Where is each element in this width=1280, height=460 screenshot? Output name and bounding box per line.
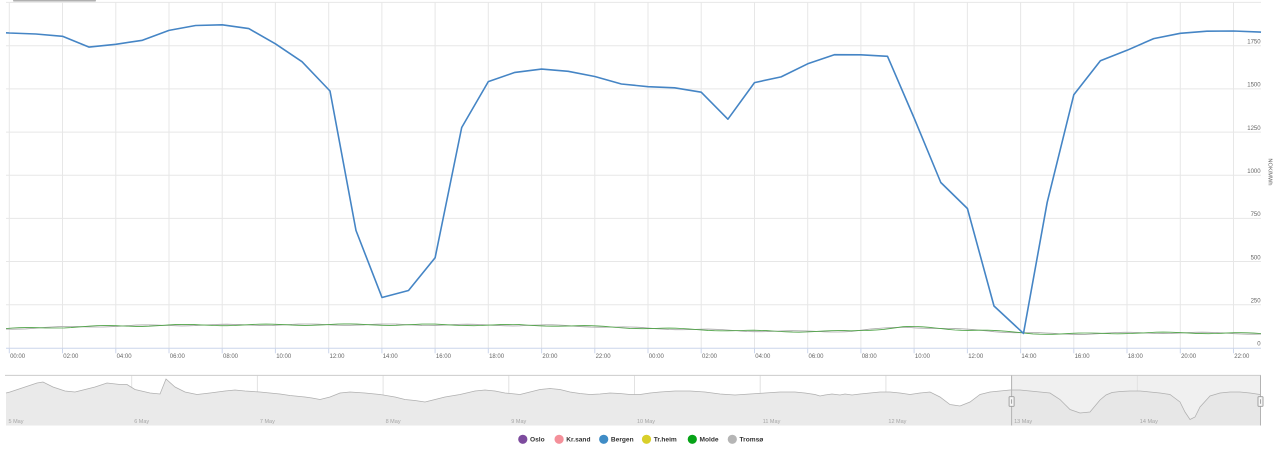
svg-text:12 May: 12 May	[888, 419, 906, 425]
svg-text:10:00: 10:00	[276, 354, 292, 360]
svg-text:18:00: 18:00	[1128, 354, 1144, 360]
svg-text:6 May: 6 May	[134, 419, 149, 425]
svg-text:5 May: 5 May	[9, 419, 24, 425]
svg-text:7 May: 7 May	[260, 419, 275, 425]
svg-text:20:00: 20:00	[542, 354, 558, 360]
svg-text:8 May: 8 May	[386, 419, 401, 425]
svg-text:00:00: 00:00	[10, 354, 26, 360]
svg-text:11 May: 11 May	[763, 419, 781, 425]
svg-text:Tr.heim: Tr.heim	[654, 437, 677, 444]
svg-text:22:00: 22:00	[1234, 354, 1250, 360]
svg-text:04:00: 04:00	[117, 354, 133, 360]
svg-text:06:00: 06:00	[809, 354, 825, 360]
svg-text:1500: 1500	[1247, 83, 1261, 89]
svg-text:13 May: 13 May	[1014, 419, 1032, 425]
svg-text:06:00: 06:00	[170, 354, 186, 360]
svg-text:NOK/MWh: NOK/MWh	[1267, 158, 1273, 185]
svg-text:16:00: 16:00	[1075, 354, 1091, 360]
svg-text:04:00: 04:00	[755, 354, 771, 360]
svg-text:02:00: 02:00	[63, 354, 79, 360]
svg-text:02:00: 02:00	[702, 354, 718, 360]
svg-text:14:00: 14:00	[383, 354, 399, 360]
svg-text:08:00: 08:00	[862, 354, 878, 360]
svg-text:9 May: 9 May	[511, 419, 526, 425]
svg-text:14 May: 14 May	[1140, 419, 1158, 425]
svg-text:18:00: 18:00	[489, 354, 505, 360]
svg-text:Tromsø: Tromsø	[740, 437, 764, 444]
svg-text:250: 250	[1251, 299, 1262, 305]
svg-text:1000: 1000	[1247, 169, 1261, 175]
svg-text:12:00: 12:00	[330, 354, 346, 360]
svg-text:22:00: 22:00	[596, 354, 612, 360]
svg-text:1750: 1750	[1247, 40, 1261, 46]
svg-text:08:00: 08:00	[223, 354, 239, 360]
svg-text:Kr.sand: Kr.sand	[566, 437, 590, 444]
svg-text:Oslo: Oslo	[530, 437, 545, 444]
svg-text:500: 500	[1251, 255, 1262, 261]
svg-text:1250: 1250	[1247, 126, 1261, 132]
svg-text:10 May: 10 May	[637, 419, 655, 425]
svg-text:20:00: 20:00	[1181, 354, 1197, 360]
svg-text:00:00: 00:00	[649, 354, 665, 360]
svg-text:16:00: 16:00	[436, 354, 452, 360]
svg-text:0: 0	[1257, 342, 1261, 348]
svg-text:10:00: 10:00	[915, 354, 931, 360]
svg-text:Bergen: Bergen	[611, 437, 634, 444]
svg-text:14:00: 14:00	[1021, 354, 1037, 360]
svg-text:750: 750	[1251, 212, 1262, 218]
svg-text:Molde: Molde	[700, 437, 719, 444]
svg-text:12:00: 12:00	[968, 354, 984, 360]
